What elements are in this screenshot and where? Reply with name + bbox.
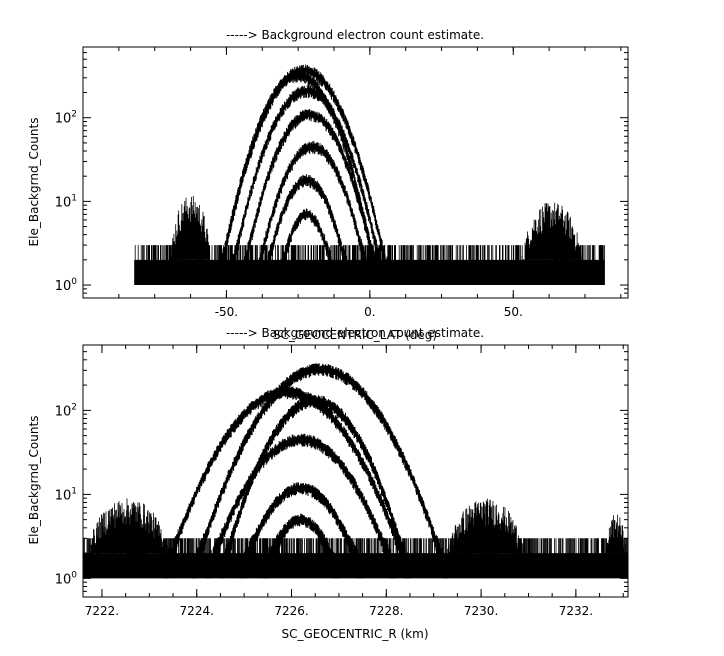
y-tick-label: 102: [55, 110, 77, 127]
series-3: [205, 433, 397, 579]
x-tick-label: 7224.: [180, 604, 214, 618]
y-tick-label: 102: [55, 402, 77, 419]
bottom-plot-frame: [82, 344, 629, 598]
series-2: [228, 84, 385, 285]
x-tick-label: 7228.: [369, 604, 403, 618]
bottom-panel: -----> Background electron count estimat…: [27, 326, 629, 641]
x-tick-label: -50.: [215, 305, 238, 319]
y-tick-label: 101: [55, 193, 77, 210]
top-y-axis-label: Ele_Backgrnd_Counts: [27, 118, 41, 247]
series-4: [238, 482, 364, 579]
x-tick-label: 50.: [504, 305, 523, 319]
bottom-y-axis-label: Ele_Backgrnd_Counts: [27, 416, 41, 545]
x-tick-label: 7232.: [559, 604, 593, 618]
y-tick-label: 100: [55, 277, 78, 294]
top-plot-frame: [82, 46, 629, 299]
y-tick-label: 101: [55, 486, 77, 503]
series-1: [163, 386, 411, 579]
noise-burst-1: [447, 498, 526, 554]
top-plot-area: [134, 64, 605, 285]
noise-burst-0: [170, 195, 211, 260]
y-tick-label: 100: [55, 570, 78, 587]
series-4: [254, 141, 371, 285]
bottom-plot-area: [83, 363, 628, 579]
top-panel: -----> Background electron count estimat…: [27, 28, 629, 342]
noise-burst-1: [521, 202, 583, 260]
series-3: [240, 109, 379, 285]
noise-burst-0: [88, 498, 169, 554]
bottom-chart-title: -----> Background electron count estimat…: [226, 326, 484, 340]
series-5: [263, 174, 351, 285]
top-x-axis-label: SC_GEOCENTRIC_LAT (deg): [273, 328, 437, 342]
bottom-x-axis-label: SC_GEOCENTRIC_R (km): [282, 627, 429, 641]
noise-burst-2: [606, 514, 627, 554]
x-tick-label: 0.: [364, 305, 375, 319]
x-tick-label: 7230.: [464, 604, 498, 618]
x-tick-label: 7226.: [274, 604, 308, 618]
series-5: [262, 513, 340, 579]
x-tick-label: 7222.: [85, 604, 119, 618]
top-chart-title: -----> Background electron count estimat…: [226, 28, 484, 42]
series-2: [219, 395, 411, 579]
series-6: [277, 208, 336, 285]
